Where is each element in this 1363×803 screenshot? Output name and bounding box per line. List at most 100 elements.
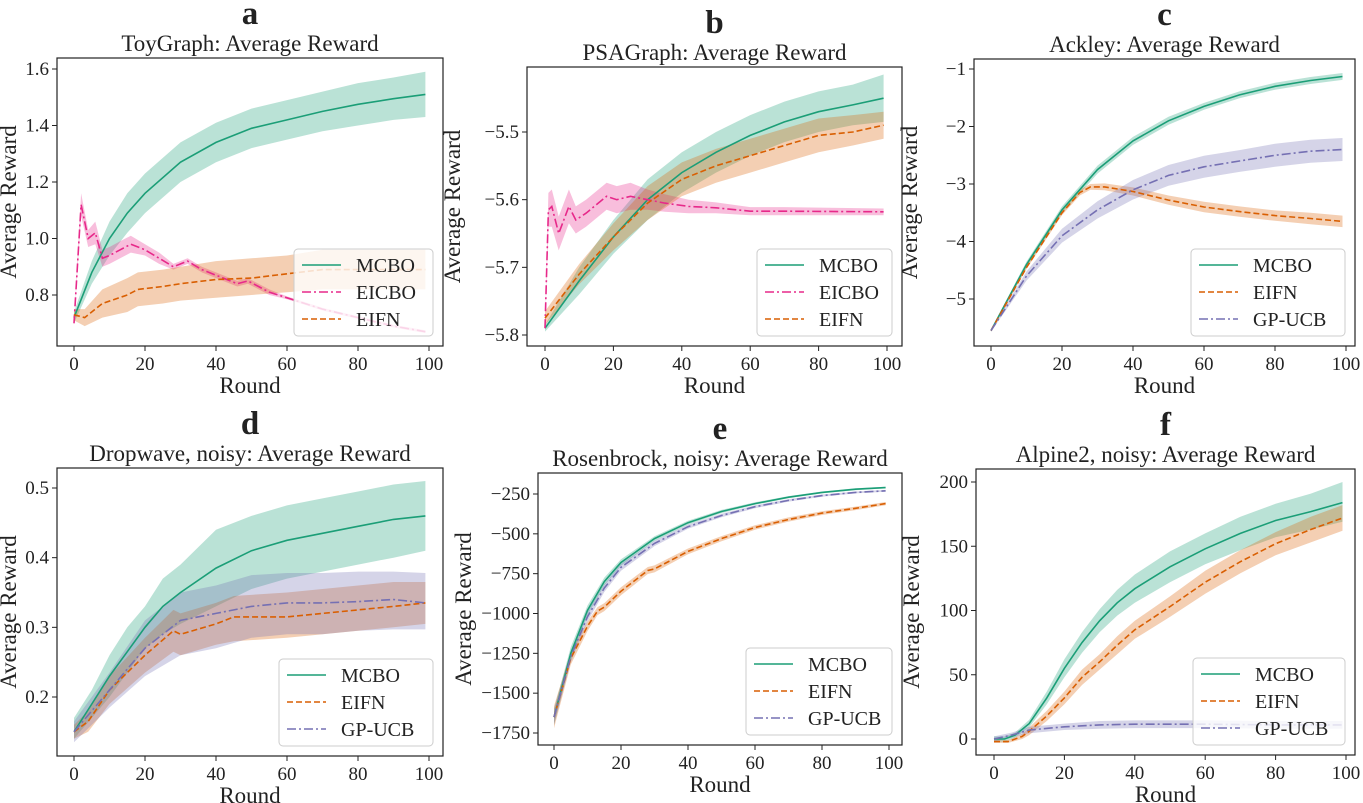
y-tick-label: 0.4 bbox=[25, 548, 49, 569]
confidence-band-gp-ucb bbox=[74, 571, 426, 743]
series-line-mcbo bbox=[553, 486, 886, 718]
legend-box bbox=[756, 248, 893, 337]
legend-box bbox=[1192, 657, 1346, 746]
x-tick-label: 80 bbox=[349, 764, 368, 785]
x-tick-label: 0 bbox=[69, 354, 79, 375]
y-axis-label: Average Reward bbox=[0, 125, 21, 279]
plot-area bbox=[544, 74, 884, 332]
x-tick-label: 60 bbox=[746, 753, 765, 774]
y-tick-label: −250 bbox=[491, 484, 530, 505]
axes-frame bbox=[56, 57, 444, 347]
x-tick-label: 80 bbox=[809, 354, 828, 375]
y-tick-label: 50 bbox=[949, 665, 968, 686]
x-tick-label: 60 bbox=[278, 764, 297, 785]
x-tick-label: 20 bbox=[604, 354, 623, 375]
legend-label: GP-UCB bbox=[341, 719, 414, 741]
x-tick-label: 60 bbox=[278, 354, 297, 375]
legend-label: EIFN bbox=[808, 681, 852, 703]
y-tick-label: 1.2 bbox=[25, 172, 49, 193]
y-tick-label: −1750 bbox=[481, 723, 530, 744]
confidence-band-eifn bbox=[74, 582, 426, 739]
y-tick-label: −5.7 bbox=[485, 257, 519, 278]
y-tick-label: 0.8 bbox=[25, 285, 49, 306]
legend-box bbox=[1190, 248, 1346, 337]
chart-title: PSAGraph: Average Reward bbox=[582, 40, 847, 65]
axes-frame bbox=[526, 66, 903, 347]
y-tick-label: 150 bbox=[940, 536, 969, 557]
confidence-band-mcbo bbox=[545, 74, 884, 332]
y-axis-label: Average Reward bbox=[451, 532, 476, 686]
axes-frame bbox=[56, 467, 444, 757]
y-tick-label: 1.6 bbox=[25, 59, 49, 80]
x-tick-label: 100 bbox=[875, 753, 904, 774]
plot-area bbox=[990, 73, 1343, 332]
x-tick-label: 40 bbox=[207, 354, 226, 375]
x-tick-label: 80 bbox=[1266, 354, 1285, 375]
y-tick-label: −3 bbox=[946, 174, 966, 195]
x-tick-label: 100 bbox=[873, 354, 902, 375]
y-tick-label: 100 bbox=[940, 601, 969, 622]
chart-title: Ackley: Average Reward bbox=[1049, 32, 1280, 57]
x-axis-label: Round bbox=[1134, 373, 1196, 398]
x-tick-label: 20 bbox=[612, 753, 631, 774]
legend-label: GP-UCB bbox=[808, 708, 881, 730]
y-tick-label: −750 bbox=[491, 564, 530, 585]
y-tick-label: −1000 bbox=[481, 604, 530, 625]
y-tick-label: 0.5 bbox=[25, 478, 49, 499]
y-tick-label: −5.5 bbox=[485, 122, 519, 143]
series-line-eifn bbox=[544, 124, 884, 319]
confidence-band-mcbo bbox=[74, 481, 426, 739]
legend-box bbox=[745, 647, 893, 736]
legend-label: GP-UCB bbox=[1253, 309, 1326, 331]
y-tick-label: −500 bbox=[491, 524, 530, 545]
x-tick-label: 20 bbox=[1053, 354, 1072, 375]
x-tick-label: 80 bbox=[349, 354, 368, 375]
confidence-band-mcbo bbox=[991, 73, 1343, 332]
series-line-mcbo bbox=[73, 93, 426, 318]
y-axis-label: Average Reward bbox=[440, 129, 465, 283]
confidence-band-mcbo bbox=[74, 71, 426, 324]
x-axis-label: Round bbox=[219, 373, 281, 398]
y-axis-label: Average Reward bbox=[897, 125, 922, 279]
x-axis-label: Round bbox=[689, 772, 751, 797]
x-tick-label: 80 bbox=[813, 753, 832, 774]
legend-label: MCBO bbox=[356, 255, 415, 277]
x-tick-label: 60 bbox=[1195, 354, 1214, 375]
chart-title: Rosenbrock, noisy: Average Reward bbox=[552, 446, 888, 471]
legend-label: MCBO bbox=[1255, 664, 1314, 686]
legend-label: MCBO bbox=[808, 654, 867, 676]
y-axis-label: Average Reward bbox=[0, 535, 21, 689]
series-line-mcbo bbox=[544, 97, 884, 329]
axes-frame bbox=[973, 58, 1356, 347]
panel-letter: a bbox=[242, 0, 259, 32]
series-line-gp-ucb bbox=[73, 598, 426, 733]
axes-frame bbox=[975, 468, 1356, 756]
series-line-gp-ucb bbox=[990, 148, 1343, 332]
y-tick-label: −1 bbox=[946, 59, 966, 80]
x-tick-label: 0 bbox=[549, 753, 559, 774]
y-tick-label: 0 bbox=[959, 729, 969, 750]
series-line-mcbo bbox=[73, 515, 426, 733]
x-tick-label: 40 bbox=[679, 753, 698, 774]
panel-letter: e bbox=[713, 411, 728, 447]
plot-area bbox=[73, 481, 426, 743]
plot-area bbox=[553, 486, 886, 729]
y-tick-label: 0.3 bbox=[25, 617, 49, 638]
series-line-mcbo bbox=[994, 501, 1343, 740]
confidence-band-mcbo bbox=[994, 482, 1343, 742]
x-tick-label: 80 bbox=[1266, 763, 1285, 784]
x-tick-label: 20 bbox=[136, 354, 155, 375]
y-tick-label: 1.0 bbox=[25, 229, 49, 250]
confidence-band-eicbo bbox=[545, 182, 884, 329]
legend-label: EIFN bbox=[1253, 282, 1297, 304]
legend-label: EIFN bbox=[1255, 691, 1299, 713]
legend: MCBO EIFN GP-UCB bbox=[278, 658, 434, 747]
x-axis-label: Round bbox=[219, 783, 281, 803]
legend: MCBO EIFN GP-UCB bbox=[745, 647, 893, 736]
panel-letter: c bbox=[1157, 0, 1172, 33]
x-axis-label: Round bbox=[1135, 782, 1197, 803]
